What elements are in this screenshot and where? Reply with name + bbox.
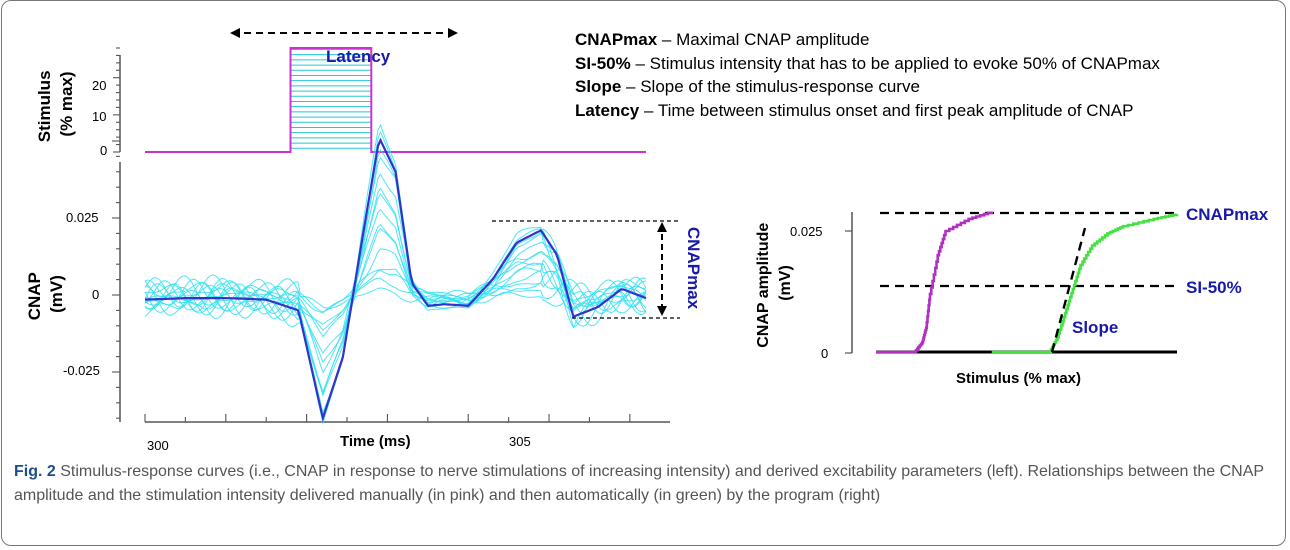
sr-cnapmax-label: CNAPmax [1186, 205, 1269, 224]
cnap-ylabel: CNAP (mV) [25, 268, 66, 321]
sr-slope-label: Slope [1072, 318, 1118, 337]
cnap-panel: 0.025 0 -0.025 300 305 Time (ms) CNAP (m… [25, 123, 703, 453]
cnap-ylabel-line1: CNAP [25, 272, 44, 320]
sr-ytick-0: 0 [821, 346, 828, 361]
stimulus-ytick-20: 20 [92, 78, 106, 93]
definition-cnapmax: CNAPmax – Maximal CNAP amplitude [575, 28, 1280, 52]
sr-automatic-curve [991, 213, 1179, 354]
cnap-ylabel-line2: (mV) [47, 275, 66, 313]
sr-ytick-0025: 0.025 [790, 224, 823, 239]
definition-text: – Stimulus intensity that has to be appl… [630, 53, 1160, 73]
cnap-trace [144, 173, 647, 395]
stimulus-ytick-0: 0 [100, 143, 107, 158]
sr-si50-label: SI-50% [1186, 278, 1242, 297]
cnap-trace [144, 268, 647, 325]
cnap-xtick-305: 305 [509, 434, 531, 449]
sr-ylabel-line1: CNAP amplitude [755, 223, 772, 348]
stimulus-response-panel: 0.025 0 Stimulus (% max) CNAP amplitude … [755, 205, 1269, 387]
caption-text: Stimulus-response curves (i.e., CNAP in … [14, 463, 1264, 504]
stimulus-panel: 20 10 0 Stimulus (% max) Latency [35, 28, 646, 158]
sr-ylabel-line2: (mV) [777, 265, 794, 301]
cnap-xtick-300: 300 [147, 438, 169, 453]
definition-si50: SI-50% – Stimulus intensity that has to … [575, 52, 1280, 76]
stimulus-ytick-10: 10 [92, 109, 106, 124]
definition-text: – Maximal CNAP amplitude [657, 30, 870, 49]
definition-term: SI-50% [575, 53, 631, 73]
cnap-trace [144, 281, 647, 312]
stimulus-ylabel-line1: Stimulus [35, 70, 54, 142]
definitions-list: CNAPmax – Maximal CNAP amplitude SI-50% … [575, 28, 1280, 122]
cnap-trace [144, 248, 647, 331]
cnap-trace [144, 228, 647, 338]
sr-xlabel: Stimulus (% max) [956, 370, 1081, 387]
cnap-ytick-neg0025: -0.025 [63, 363, 100, 378]
stimulus-ylabel-line2: (% max) [57, 71, 76, 136]
caption-label: Fig. 2 [14, 463, 56, 480]
cnap-trace [144, 223, 647, 355]
definition-term: CNAPmax [575, 30, 658, 49]
figure-caption: Fig. 2 Stimulus-response curves (i.e., C… [14, 460, 1274, 508]
definition-latency: Latency – Time between stimulus onset an… [575, 99, 1280, 123]
cnapmax-vertical-label: CNAPmax [684, 227, 703, 310]
definition-text: – Time between stimulus onset and first … [639, 100, 1134, 120]
sr-ylabel: CNAP amplitude (mV) [755, 218, 794, 348]
cnap-ytick-0025: 0.025 [66, 210, 99, 225]
cnap-trace [144, 208, 647, 364]
sr-manual-curve [876, 211, 994, 354]
stimulus-pulse-line [145, 47, 646, 153]
definition-term: Latency [575, 100, 640, 120]
cnap-trace [144, 156, 647, 397]
latency-label: Latency [326, 47, 391, 66]
slope-line [1050, 227, 1087, 353]
stimulus-pulse-fill [290, 48, 372, 149]
stimulus-minor-ticks [113, 47, 120, 153]
cnap-mean-trace [144, 137, 647, 423]
definition-term: Slope [575, 77, 622, 96]
definition-slope: Slope – Slope of the stimulus-response c… [575, 75, 1280, 99]
cnap-ytick-0: 0 [92, 287, 99, 302]
cnap-xlabel: Time (ms) [340, 433, 411, 450]
cnap-x-ticks [144, 414, 631, 422]
cnap-y-minor-ticks [112, 140, 120, 419]
cnap-trace [144, 123, 647, 425]
stimulus-ylabel: Stimulus (% max) [35, 66, 76, 143]
definition-text: – Slope of the stimulus-response curve [621, 77, 920, 96]
